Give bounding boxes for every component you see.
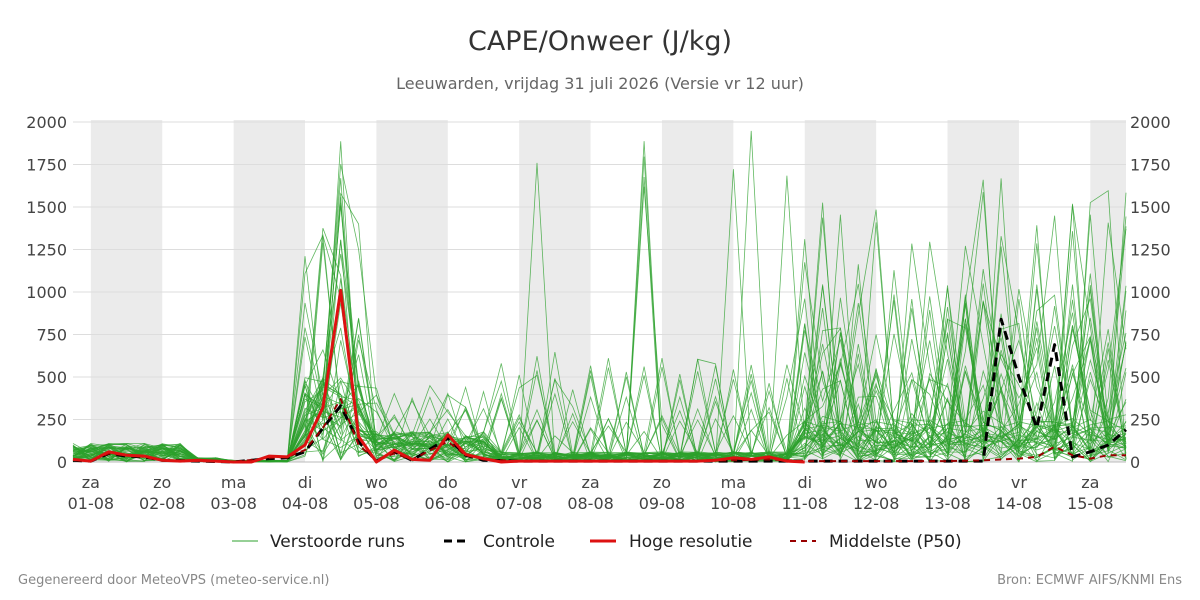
x-tick-date-label: 12-08 xyxy=(853,494,900,513)
y-tick-label-right: 1500 xyxy=(1130,198,1171,217)
y-tick-label-right: 2000 xyxy=(1130,113,1171,132)
y-tick-label-right: 750 xyxy=(1130,326,1161,345)
main-series xyxy=(72,288,1127,464)
x-tick-day-label: za xyxy=(82,473,100,492)
x-tick-day-label: za xyxy=(1081,473,1099,492)
footer-source: Bron: ECMWF AIFS/KNMI Ens xyxy=(997,573,1182,588)
chart-subtitle: Leeuwarden, vrijdag 31 juli 2026 (Versie… xyxy=(396,74,804,93)
y-tick-label-left: 1000 xyxy=(26,283,67,302)
legend-label-control: Controle xyxy=(483,532,555,552)
x-tick-date-label: 06-08 xyxy=(425,494,472,513)
x-tick-day-label: vr xyxy=(1011,473,1027,492)
chart-title: CAPE/Onweer (J/kg) xyxy=(468,26,732,57)
x-tick-date-label: 04-08 xyxy=(282,494,329,513)
x-tick-date-label: 02-08 xyxy=(139,494,186,513)
y-tick-label-right: 0 xyxy=(1130,453,1140,472)
x-tick-day-label: di xyxy=(797,473,812,492)
x-tick-date-label: 10-08 xyxy=(710,494,757,513)
x-tick-day-label: zo xyxy=(653,473,671,492)
y-tick-label-left: 1250 xyxy=(26,241,67,260)
legend-label-high-res: Hoge resolutie xyxy=(629,532,753,552)
x-tick-date-label: 01-08 xyxy=(68,494,115,513)
y-tick-label-left: 1500 xyxy=(26,198,67,217)
x-tick-date-label: 05-08 xyxy=(353,494,400,513)
x-tick-date-label: 03-08 xyxy=(210,494,257,513)
x-tick-date-label: 11-08 xyxy=(781,494,828,513)
y-tick-label-left: 250 xyxy=(36,411,67,430)
y-tick-label-right: 1000 xyxy=(1130,283,1171,302)
y-tick-label-left: 0 xyxy=(57,453,67,472)
x-tick-date-label: 07-08 xyxy=(496,494,543,513)
x-tick-day-label: wo xyxy=(365,473,388,492)
x-tick-day-label: vr xyxy=(511,473,527,492)
legend-label-ensemble: Verstoorde runs xyxy=(270,532,405,552)
x-tick-day-label: ma xyxy=(721,473,746,492)
x-tick-day-label: do xyxy=(938,473,958,492)
x-tick-day-label: di xyxy=(298,473,313,492)
shade-band-05-08 xyxy=(376,120,448,462)
x-tick-date-label: 08-08 xyxy=(567,494,614,513)
y-tick-label-left: 2000 xyxy=(26,113,67,132)
y-tick-label-left: 500 xyxy=(36,368,67,387)
series-line-hoge-resolutie xyxy=(72,288,805,464)
y-tick-label-left: 750 xyxy=(36,326,67,345)
x-tick-day-label: wo xyxy=(865,473,888,492)
axes: 0 0 250 250 500 500 750 750 1000 1000 1250 1250 1500… xyxy=(26,113,1170,513)
x-tick-date-label: 14-08 xyxy=(996,494,1043,513)
legend: Verstoorde runs Controle Hoge resolutie … xyxy=(232,532,962,552)
x-tick-day-label: do xyxy=(438,473,458,492)
y-tick-label-right: 1250 xyxy=(1130,241,1171,260)
x-tick-date-label: 15-08 xyxy=(1067,494,1114,513)
shade-band-01-08 xyxy=(90,120,163,462)
x-tick-date-label: 13-08 xyxy=(924,494,971,513)
weekend-shading xyxy=(90,120,1126,462)
legend-label-median: Middelste (P50) xyxy=(829,532,962,552)
x-tick-day-label: zo xyxy=(153,473,171,492)
x-tick-date-label: 09-08 xyxy=(639,494,686,513)
y-tick-label-right: 500 xyxy=(1130,368,1161,387)
x-tick-day-label: ma xyxy=(221,473,246,492)
y-tick-label-right: 250 xyxy=(1130,411,1161,430)
y-tick-label-right: 1750 xyxy=(1130,156,1171,175)
shade-band-07-08 xyxy=(519,120,591,462)
footer-generated-by: Gegenereerd door MeteoVPS (meteo-service… xyxy=(18,573,330,588)
x-tick-day-label: za xyxy=(581,473,599,492)
y-tick-label-left: 1750 xyxy=(26,156,67,175)
